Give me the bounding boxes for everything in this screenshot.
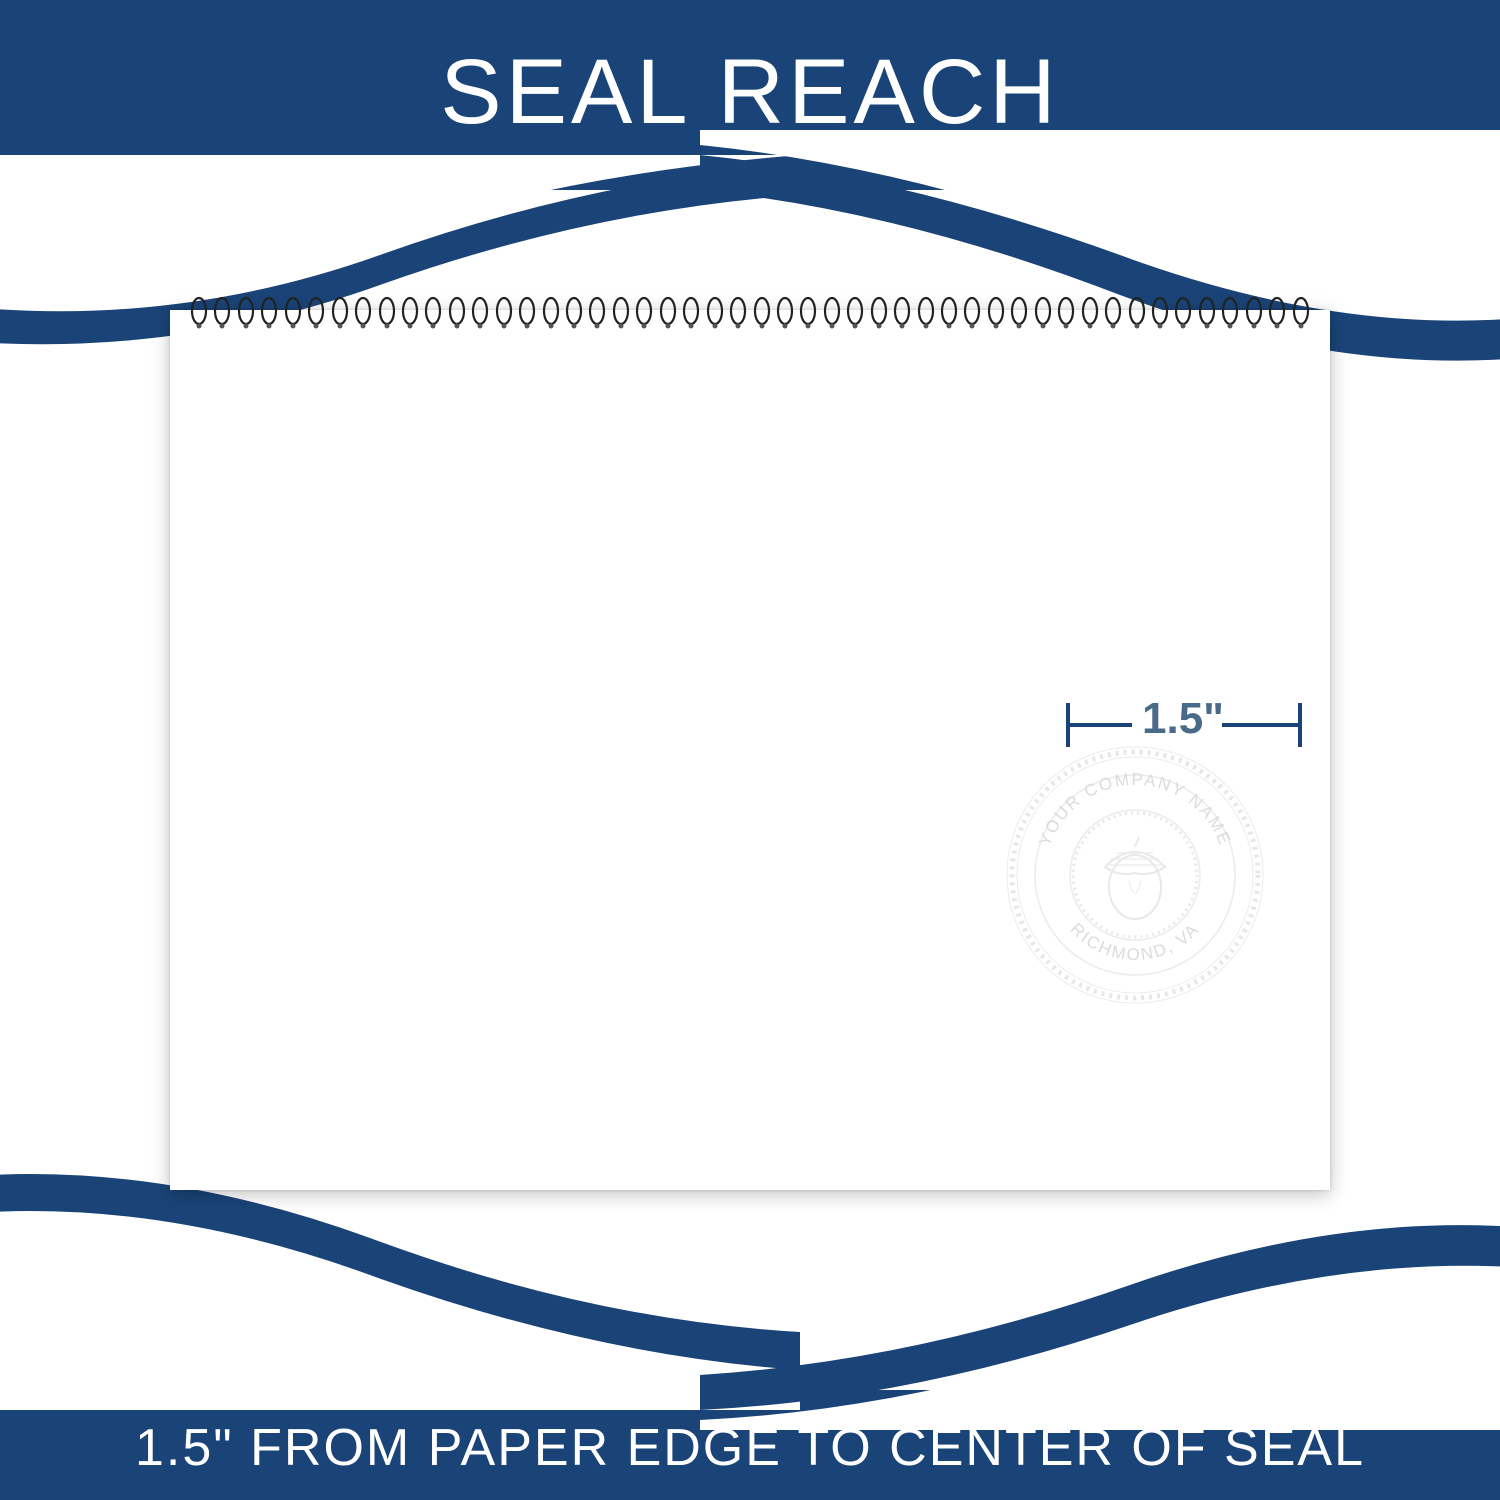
spiral-binding [190,296,1310,336]
spiral-ring-icon [331,296,349,330]
spiral-ring-icon [518,296,536,330]
acorn-icon [1105,837,1165,919]
spiral-ring-icon [1268,296,1286,330]
spiral-ring-icon [448,296,466,330]
spiral-ring-icon [1128,296,1146,330]
spiral-ring-icon [729,296,747,330]
spiral-ring-icon [1104,296,1122,330]
spiral-ring-icon [1057,296,1075,330]
spiral-ring-icon [706,296,724,330]
spiral-ring-icon [987,296,1005,330]
spiral-ring-icon [1174,296,1192,330]
spiral-ring-icon [354,296,372,330]
spiral-ring-icon [799,296,817,330]
spiral-ring-icon [1221,296,1239,330]
spiral-ring-icon [260,296,278,330]
spiral-ring-icon [659,296,677,330]
spiral-ring-icon [917,296,935,330]
notebook-paper: 1.5" YOUR COMPANY NAME RICHM [170,310,1330,1190]
spiral-ring-icon [401,296,419,330]
spiral-ring-icon [612,296,630,330]
spiral-ring-icon [378,296,396,330]
spiral-ring-icon [1034,296,1052,330]
spiral-ring-icon [307,296,325,330]
seal-location-text: RICHMOND, VA [1067,919,1204,964]
spiral-ring-icon [682,296,700,330]
spiral-ring-icon [213,296,231,330]
spiral-ring-icon [565,296,583,330]
spiral-ring-icon [846,296,864,330]
spiral-ring-icon [753,296,771,330]
spiral-ring-icon [471,296,489,330]
spiral-ring-icon [424,296,442,330]
spiral-ring-icon [823,296,841,330]
spiral-ring-icon [284,296,302,330]
spiral-ring-icon [963,296,981,330]
spiral-ring-icon [1151,296,1169,330]
spiral-ring-icon [1081,296,1099,330]
measurement-label: 1.5" [1142,694,1224,744]
spiral-ring-icon [1010,296,1028,330]
spiral-ring-icon [1198,296,1216,330]
spiral-ring-icon [1245,296,1263,330]
spiral-ring-icon [940,296,958,330]
spiral-ring-icon [542,296,560,330]
spiral-ring-icon [1292,296,1310,330]
spiral-ring-icon [893,296,911,330]
page-title: SEAL REACH [0,0,1500,145]
spiral-ring-icon [776,296,794,330]
embossed-seal: YOUR COMPANY NAME RICHMOND, VA [1000,740,1270,1010]
spiral-ring-icon [237,296,255,330]
spiral-ring-icon [870,296,888,330]
spiral-ring-icon [495,296,513,330]
spiral-ring-icon [635,296,653,330]
spiral-ring-icon [588,296,606,330]
spiral-ring-icon [190,296,208,330]
